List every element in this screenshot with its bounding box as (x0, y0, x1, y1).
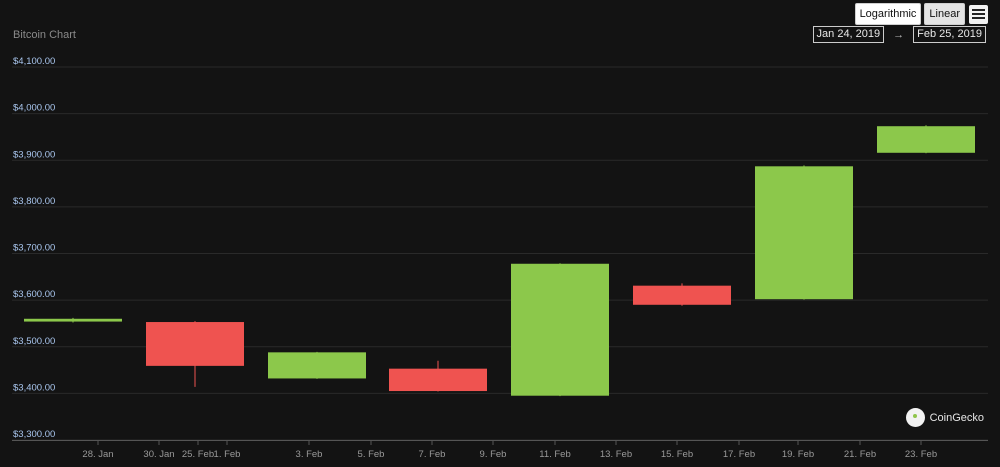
y-tick-label: $3,400.00 (13, 382, 55, 393)
scale-toolbar: Logarithmic Linear (854, 3, 988, 25)
y-tick-label: $3,500.00 (13, 336, 55, 347)
candle-up[interactable] (755, 166, 853, 300)
candle-down[interactable] (146, 322, 244, 366)
x-tick-label: 25. Feb (182, 449, 214, 460)
x-tick-label: 17. Feb (723, 449, 755, 460)
y-tick-label: $3,300.00 (13, 429, 55, 440)
linear-button[interactable]: Linear (924, 3, 965, 25)
x-tick-label: 13. Feb (600, 449, 632, 460)
candle-down[interactable] (633, 285, 731, 305)
candle-up[interactable] (268, 352, 366, 379)
y-tick-label: $4,100.00 (13, 56, 55, 67)
x-tick-label: 7. Feb (419, 449, 446, 460)
x-tick-label: 21. Feb (844, 449, 876, 460)
range-to-input[interactable]: Feb 25, 2019 (913, 26, 986, 43)
date-range-selector: Jan 24, 2019 → Feb 25, 2019 (812, 26, 986, 43)
range-from-input[interactable]: Jan 24, 2019 (812, 26, 885, 43)
candle-up[interactable] (877, 126, 975, 153)
y-tick-label: $3,900.00 (13, 149, 55, 160)
x-tick-label: 1. Feb (214, 449, 241, 460)
x-tick-label: 15. Feb (661, 449, 693, 460)
candle-down[interactable] (389, 368, 487, 392)
brand-name: CoinGecko (929, 411, 984, 424)
candle-up[interactable] (24, 318, 122, 322)
hamburger-menu-icon[interactable] (969, 4, 988, 24)
y-tick-label: $3,800.00 (13, 196, 55, 207)
y-tick-label: $3,600.00 (13, 289, 55, 300)
y-tick-label: $3,700.00 (13, 243, 55, 254)
arrow-right-icon: → (893, 28, 905, 41)
candle-up[interactable] (511, 263, 609, 396)
brand-watermark: CoinGecko (905, 408, 984, 427)
x-tick-label: 23. Feb (905, 449, 937, 460)
x-tick-label: 11. Feb (539, 449, 571, 460)
x-tick-label: 30. Jan (143, 449, 174, 460)
x-tick-label: 5. Feb (358, 449, 385, 460)
x-tick-label: 19. Feb (782, 449, 814, 460)
logarithmic-button[interactable]: Logarithmic (854, 3, 922, 25)
x-tick-label: 9. Feb (480, 449, 507, 460)
x-tick-label: 28. Jan (82, 449, 113, 460)
y-tick-label: $4,000.00 (13, 103, 55, 114)
chart-title: Bitcoin Chart (13, 29, 76, 41)
coingecko-logo-icon (905, 408, 925, 427)
x-tick-label: 3. Feb (296, 449, 323, 460)
